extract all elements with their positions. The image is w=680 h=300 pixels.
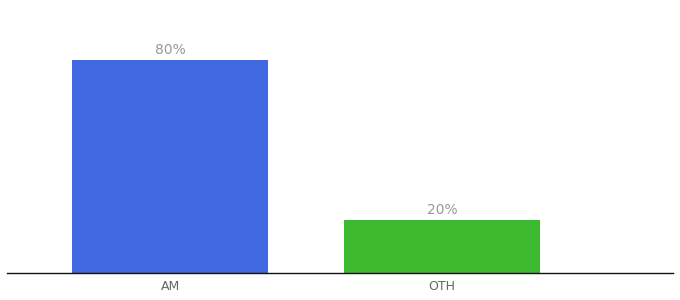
Bar	[72, 60, 268, 273]
Text: 20%: 20%	[426, 203, 457, 217]
Text: 80%: 80%	[154, 43, 186, 57]
Bar	[344, 220, 540, 273]
